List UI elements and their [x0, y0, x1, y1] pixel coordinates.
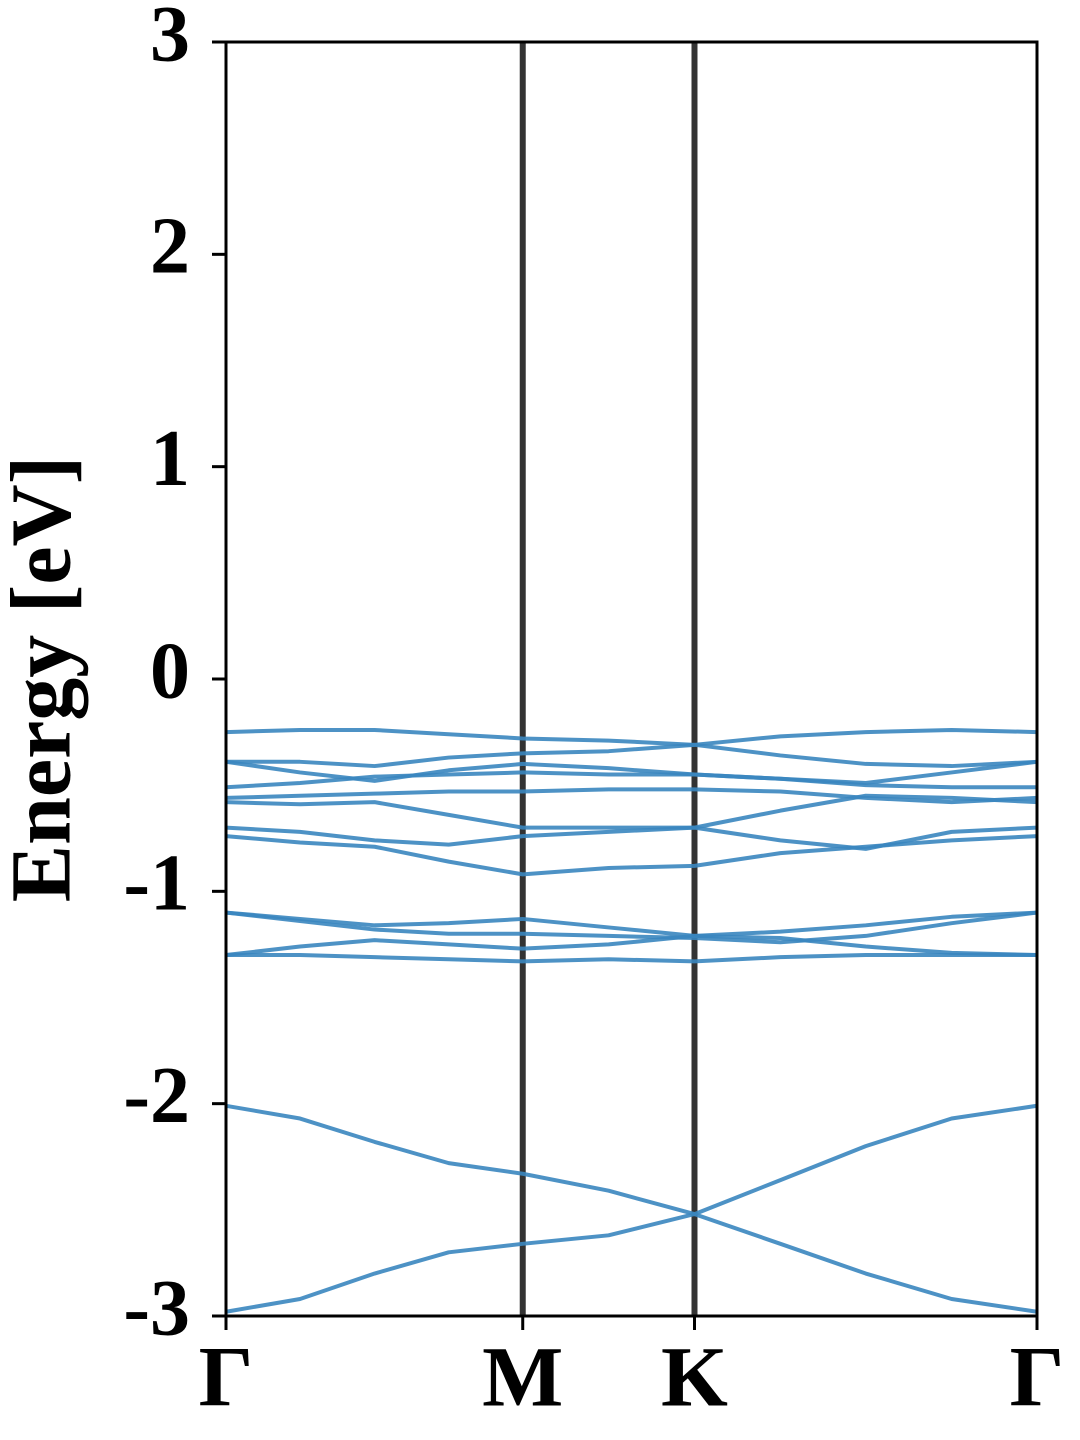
x-tick-label: Γ: [1010, 1329, 1065, 1425]
y-tick-label: 0: [150, 627, 190, 715]
plot-frame: [224, 40, 1039, 1318]
band-line: [226, 742, 1038, 769]
band-line: [225, 910, 1038, 945]
band-line: [226, 953, 1037, 964]
band-line: [225, 910, 1038, 938]
x-tick-label: M: [482, 1329, 563, 1425]
x-tick-label: K: [661, 1329, 728, 1425]
x-tick-label: Γ: [199, 1329, 254, 1425]
band-line: [225, 1103, 1038, 1217]
band-line: [225, 787, 1038, 805]
y-tick-label: 1: [150, 415, 190, 503]
y-tick-label: -2: [123, 1052, 190, 1140]
band-line: [225, 1212, 1038, 1314]
band-line: [225, 727, 1038, 747]
band-line: [225, 770, 1037, 790]
y-tick-label: 2: [150, 203, 190, 291]
band-line: [225, 834, 1038, 877]
band-line: [225, 793, 1038, 830]
band-line: [225, 933, 1038, 958]
y-tick-label: 3: [150, 0, 190, 78]
y-axis-label: Energy [eV]: [0, 456, 89, 903]
y-tick-label: -3: [123, 1264, 190, 1352]
y-tick-label: -1: [123, 840, 190, 928]
